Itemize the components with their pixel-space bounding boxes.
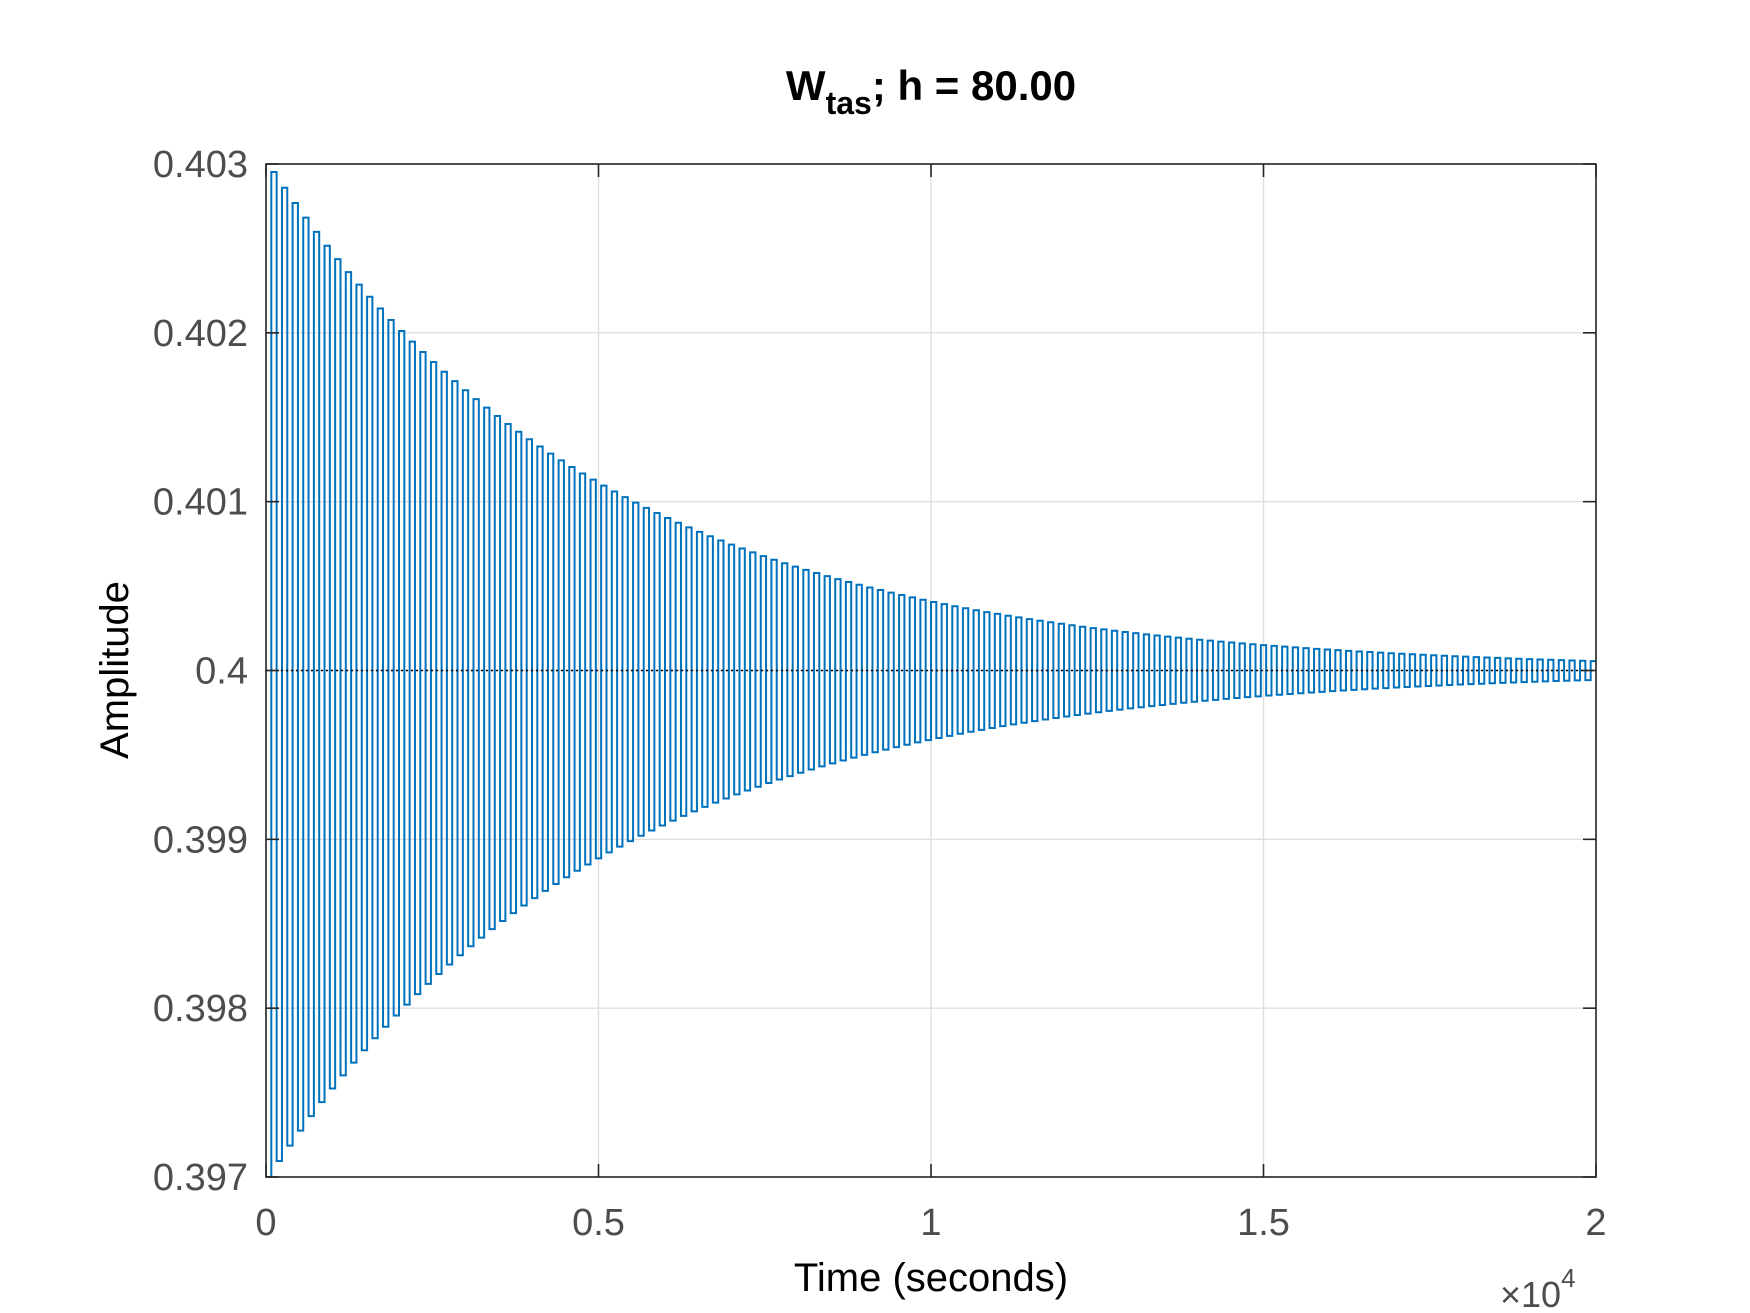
x-axis-label: Time (seconds) — [794, 1256, 1068, 1300]
ticks — [265, 163, 1597, 1178]
y-tick-label: 0.4 — [195, 651, 248, 693]
x-exponent-label: ×104 — [1500, 1263, 1576, 1313]
y-tick-label: 0.403 — [153, 144, 248, 186]
x-tick-label: 0.5 — [572, 1202, 625, 1244]
y-tick-label: 0.397 — [153, 1157, 248, 1199]
title-rest: ; h = 80.00 — [872, 62, 1076, 109]
y-tick-label: 0.402 — [153, 313, 248, 355]
x-tick-labels: 0 0.5 1 1.5 2 — [255, 1202, 1606, 1244]
x-tick-label: 2 — [1585, 1202, 1606, 1244]
x-exponent-base: ×10 — [1500, 1274, 1561, 1313]
x-tick-label: 1.5 — [1237, 1202, 1290, 1244]
y-tick-label: 0.401 — [153, 482, 248, 524]
chart-title: Wtas; h = 80.00 — [786, 62, 1076, 121]
y-tick-label: 0.398 — [153, 988, 248, 1030]
y-tick-label: 0.399 — [153, 819, 248, 861]
x-exponent-power: 4 — [1561, 1263, 1575, 1293]
y-tick-labels: 0.397 0.398 0.399 0.4 0.401 0.402 0.403 — [153, 144, 248, 1199]
x-tick-label: 1 — [920, 1202, 941, 1244]
title-subscript: tas — [826, 85, 872, 121]
y-axis-label: Amplitude — [93, 581, 137, 759]
title-main: W — [786, 62, 826, 109]
x-tick-label: 0 — [255, 1202, 276, 1244]
